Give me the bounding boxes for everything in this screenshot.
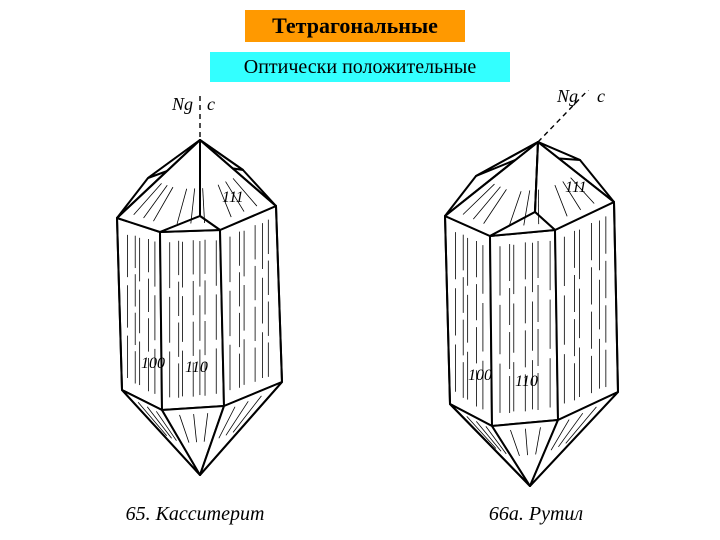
svg-text:66а. Рутил: 66а. Рутил — [489, 503, 584, 525]
svg-text:110: 110 — [185, 359, 208, 376]
subtitle-text: Оптически положительные — [244, 56, 477, 78]
svg-text:111: 111 — [222, 189, 244, 206]
svg-text:100: 100 — [141, 355, 165, 372]
crystals-svg: Ngc11110011065. КасситеритNgc11110011066… — [0, 90, 720, 540]
svg-text:65. Касситерит: 65. Касситерит — [126, 503, 265, 525]
subtitle-box: Оптически положительные — [210, 52, 510, 82]
title-box: Тетрагональные — [245, 10, 465, 42]
svg-text:110: 110 — [515, 373, 538, 390]
crystal-rutile: Ng c 111 100 110 66а. Рутил — [445, 90, 618, 525]
svg-text:100: 100 — [468, 367, 492, 384]
svg-text:c: c — [597, 90, 605, 106]
diagram-area: Ngc11110011065. КасситеритNgc11110011066… — [0, 90, 720, 540]
svg-text:Ng: Ng — [556, 90, 578, 106]
title-text: Тетрагональные — [272, 13, 438, 38]
svg-text:c: c — [207, 94, 215, 114]
crystal-cassiterite: Ngc 111 100 110 65. Касситерит — [117, 94, 282, 525]
svg-text:Ng: Ng — [171, 94, 193, 114]
svg-text:111: 111 — [565, 179, 587, 196]
